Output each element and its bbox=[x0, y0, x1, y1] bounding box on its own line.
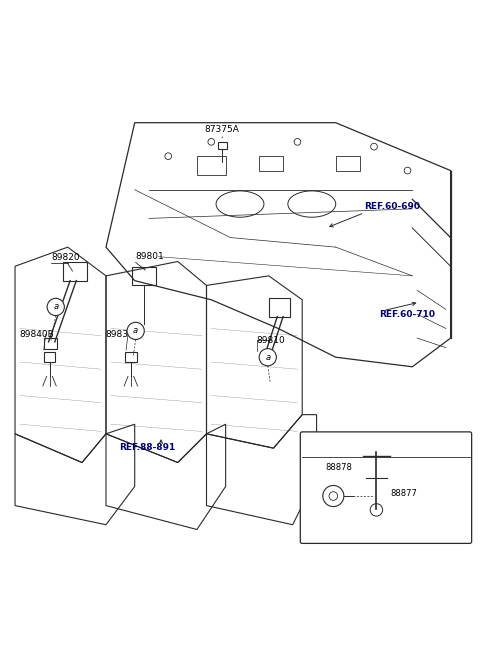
Bar bbox=[132, 267, 156, 285]
Text: REF.60-710: REF.60-710 bbox=[379, 309, 435, 319]
Circle shape bbox=[47, 298, 64, 315]
Text: 89810: 89810 bbox=[257, 336, 286, 345]
Bar bbox=[44, 338, 57, 349]
Text: a: a bbox=[265, 353, 270, 362]
Text: a: a bbox=[133, 327, 138, 335]
Circle shape bbox=[127, 323, 144, 340]
Circle shape bbox=[308, 436, 325, 453]
Text: 89801: 89801 bbox=[136, 252, 165, 261]
Text: 89820: 89820 bbox=[51, 254, 80, 262]
Text: 89830C: 89830C bbox=[105, 330, 140, 339]
Text: 87375A: 87375A bbox=[205, 125, 240, 134]
Bar bbox=[269, 298, 290, 317]
Text: 89840B: 89840B bbox=[20, 330, 55, 339]
Bar bbox=[336, 156, 360, 171]
FancyBboxPatch shape bbox=[300, 432, 472, 543]
Bar bbox=[125, 352, 137, 362]
Bar bbox=[63, 262, 87, 281]
Circle shape bbox=[259, 349, 276, 366]
Bar bbox=[217, 142, 227, 149]
Bar bbox=[197, 156, 226, 175]
Text: a: a bbox=[314, 440, 319, 449]
Bar bbox=[44, 352, 55, 362]
Text: a: a bbox=[53, 302, 58, 311]
Text: REF.60-690: REF.60-690 bbox=[364, 202, 420, 211]
Text: REF.88-891: REF.88-891 bbox=[120, 443, 176, 452]
Text: 88877: 88877 bbox=[391, 489, 418, 498]
Text: 88878: 88878 bbox=[325, 463, 352, 472]
Bar bbox=[259, 156, 283, 171]
